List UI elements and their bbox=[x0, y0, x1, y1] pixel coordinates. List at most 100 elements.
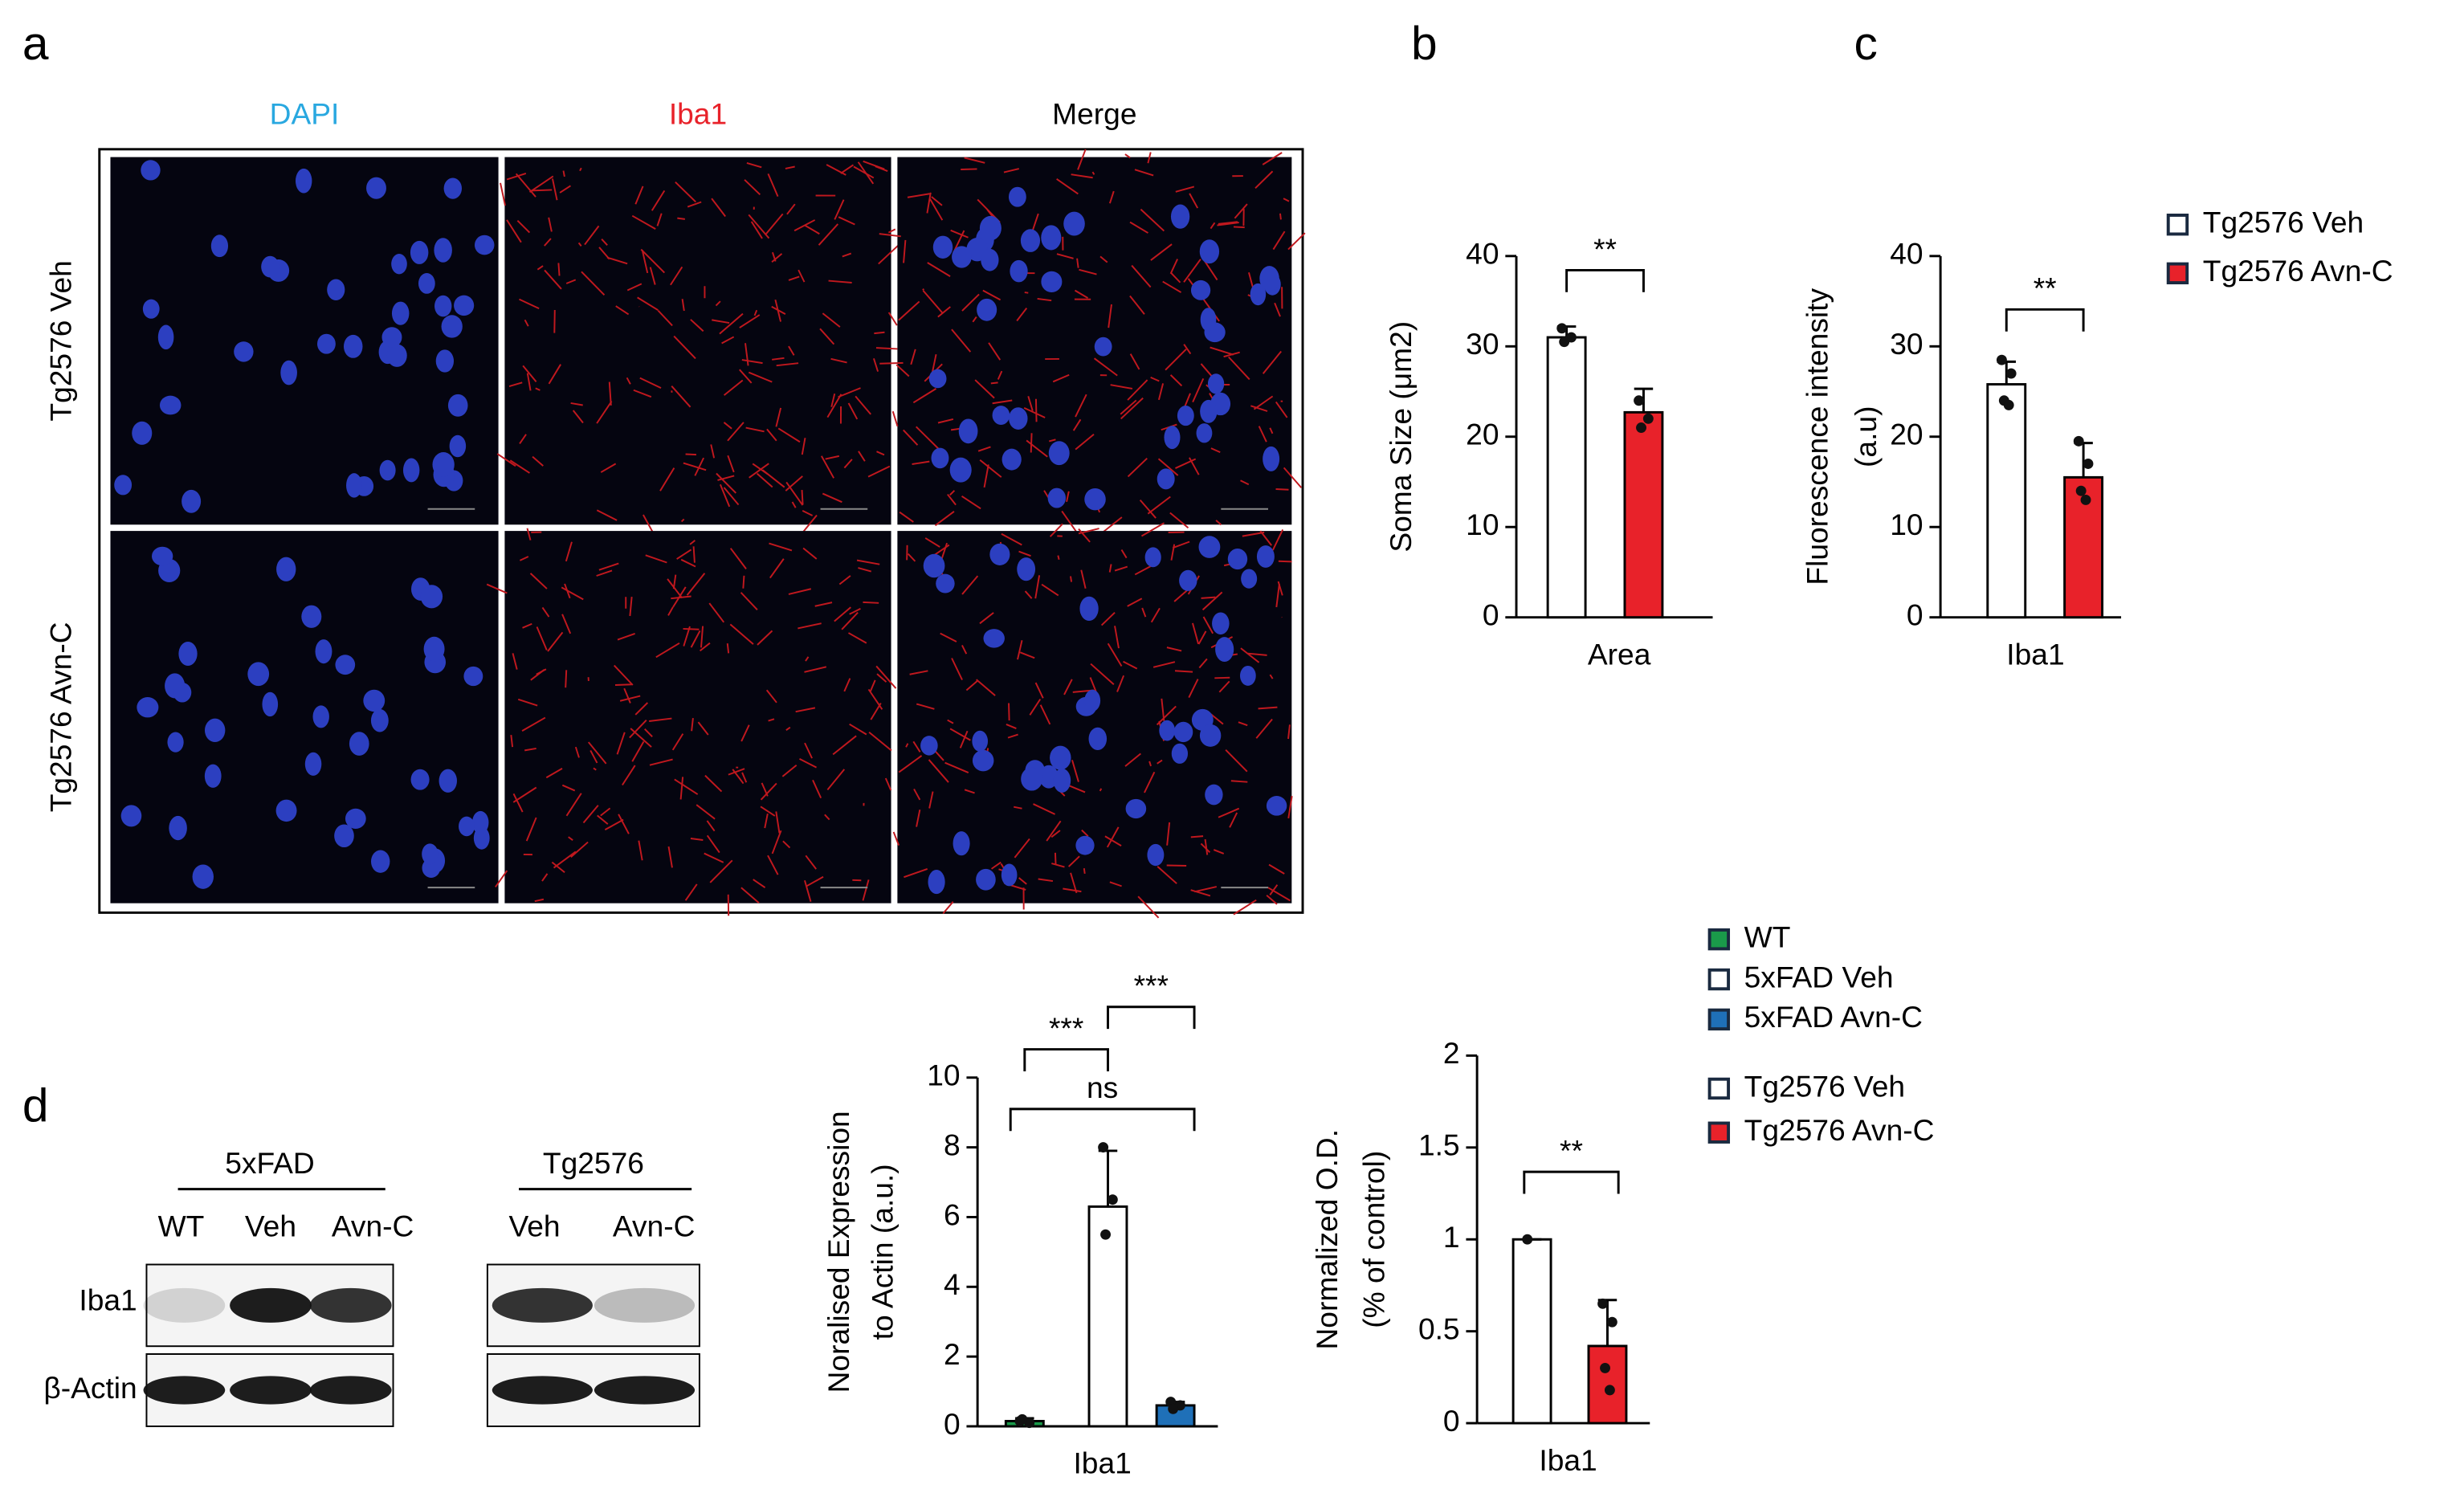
y-axis-label: (% of control) bbox=[1357, 1151, 1391, 1328]
nucleus bbox=[363, 689, 386, 712]
process bbox=[1192, 377, 1205, 403]
nucleus bbox=[1002, 448, 1022, 471]
process bbox=[934, 511, 955, 527]
nucleus bbox=[1199, 724, 1222, 747]
process bbox=[551, 178, 558, 201]
process bbox=[997, 370, 1003, 380]
process bbox=[891, 410, 899, 427]
process bbox=[604, 818, 624, 830]
process bbox=[781, 765, 798, 777]
process bbox=[1110, 384, 1133, 390]
process bbox=[596, 569, 613, 577]
nucleus bbox=[304, 752, 322, 776]
process bbox=[1287, 232, 1306, 251]
nucleus bbox=[204, 718, 226, 743]
process bbox=[1188, 679, 1199, 698]
process bbox=[1172, 540, 1190, 549]
nucleus bbox=[1164, 426, 1181, 450]
process bbox=[692, 546, 696, 563]
nucleus bbox=[391, 253, 407, 275]
x-tick-label: Iba1 bbox=[2006, 637, 2064, 671]
process bbox=[1049, 523, 1063, 537]
process bbox=[937, 306, 951, 318]
process bbox=[1274, 302, 1281, 317]
nucleus bbox=[1198, 536, 1221, 558]
panel-letter: a bbox=[22, 18, 49, 70]
process bbox=[863, 160, 885, 170]
process bbox=[1240, 479, 1250, 486]
process bbox=[562, 170, 565, 177]
process bbox=[768, 718, 775, 722]
process bbox=[596, 401, 613, 424]
blot-row-label: β-Actin bbox=[43, 1371, 137, 1405]
x-tick-label: Iba1 bbox=[1539, 1443, 1597, 1477]
process bbox=[840, 164, 855, 174]
data-point bbox=[2073, 435, 2084, 447]
nucleus bbox=[182, 489, 202, 513]
process bbox=[764, 213, 784, 236]
blot-row-label: Iba1 bbox=[79, 1283, 137, 1316]
nucleus bbox=[334, 824, 354, 848]
process bbox=[910, 349, 916, 365]
nucleus bbox=[316, 333, 336, 354]
process bbox=[1147, 496, 1171, 515]
process bbox=[727, 455, 735, 473]
process bbox=[1277, 581, 1283, 596]
process bbox=[1127, 598, 1143, 607]
process bbox=[524, 747, 536, 752]
nucleus bbox=[1227, 549, 1248, 570]
process bbox=[879, 233, 901, 238]
process bbox=[1014, 806, 1022, 810]
process bbox=[670, 266, 683, 286]
process bbox=[977, 446, 991, 452]
nucleus bbox=[953, 831, 970, 856]
process bbox=[683, 627, 700, 630]
process bbox=[1267, 887, 1291, 902]
process bbox=[614, 664, 634, 686]
process bbox=[1029, 698, 1042, 716]
y-tick-label: 0 bbox=[1443, 1404, 1460, 1438]
process bbox=[686, 573, 706, 596]
process bbox=[795, 707, 816, 713]
process bbox=[788, 345, 795, 356]
process bbox=[1198, 658, 1208, 669]
process bbox=[976, 679, 996, 696]
process bbox=[876, 673, 887, 683]
process bbox=[687, 201, 702, 208]
nucleus bbox=[992, 406, 1010, 425]
process bbox=[500, 182, 506, 206]
nucleus bbox=[976, 868, 996, 891]
process bbox=[710, 444, 716, 459]
process bbox=[1150, 607, 1161, 623]
process bbox=[924, 537, 940, 548]
process bbox=[895, 364, 910, 377]
legend-label: 5xFAD Avn-C bbox=[1744, 1000, 1923, 1034]
process bbox=[1046, 820, 1062, 842]
y-tick-label: 0 bbox=[944, 1407, 961, 1441]
process bbox=[1027, 395, 1034, 411]
nucleus bbox=[1094, 337, 1112, 357]
process bbox=[1075, 434, 1095, 451]
process bbox=[1024, 292, 1029, 294]
process bbox=[644, 728, 653, 737]
process bbox=[899, 511, 914, 523]
process bbox=[1017, 640, 1023, 660]
band bbox=[143, 1376, 226, 1405]
y-tick-label: 30 bbox=[1890, 327, 1923, 361]
process bbox=[964, 789, 975, 794]
nucleus bbox=[315, 639, 332, 664]
nucleus bbox=[1020, 229, 1041, 252]
process bbox=[629, 719, 647, 739]
process bbox=[619, 695, 641, 702]
process bbox=[727, 422, 745, 442]
process bbox=[742, 575, 745, 589]
nucleus bbox=[474, 235, 495, 255]
process bbox=[519, 298, 540, 310]
process bbox=[950, 427, 961, 431]
process bbox=[1266, 895, 1278, 905]
process bbox=[631, 740, 645, 762]
nucleus bbox=[1047, 487, 1067, 508]
nucleus bbox=[343, 334, 363, 358]
nucleus bbox=[958, 418, 978, 444]
